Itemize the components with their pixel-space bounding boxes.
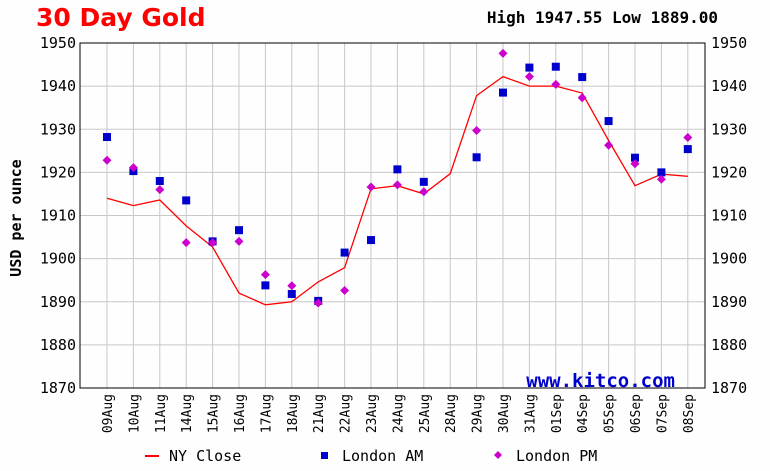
x-tick-label: 11Aug (154, 394, 169, 433)
series-layer (102, 48, 693, 308)
london-am-point (683, 145, 692, 154)
london-pm-point (419, 187, 429, 197)
london-pm-point (683, 132, 693, 142)
london-pm-point (260, 270, 270, 280)
london-am-point (261, 281, 270, 290)
x-tick-label: 07Sep (655, 394, 670, 433)
high-low-readout: High 1947.55 Low 1889.00 (486, 8, 718, 27)
legend: NY Close London AM London PM (145, 447, 597, 465)
x-tick-label: 16Aug (233, 394, 248, 433)
london-pm-point (313, 298, 323, 308)
london-am-point (631, 153, 639, 162)
london-pm-point (208, 238, 218, 248)
x-axis: 09Aug 10Aug 11Aug 14Aug 15Aug 16Aug 17Aug 18Aug… (101, 394, 697, 433)
london-am-point (367, 236, 375, 245)
legend-label: London PM (516, 447, 597, 465)
london-am-point (578, 73, 587, 82)
x-tick-label: 01Sep (550, 394, 565, 433)
y-tick-label: 1940 (711, 77, 747, 95)
london-pm-point (234, 236, 244, 246)
y-tick-label: 1870 (40, 379, 76, 397)
x-tick-label: 15Aug (207, 394, 222, 433)
y-tick-label: 1930 (711, 120, 747, 138)
london-am-point (472, 153, 481, 162)
x-tick-label: 08Sep (682, 394, 697, 433)
x-tick-label: 23Aug (365, 394, 380, 433)
y-tick-label: 1880 (40, 336, 76, 354)
grid (80, 42, 705, 389)
london-am-point (235, 226, 243, 235)
y-tick-label: 1870 (711, 379, 747, 397)
y-tick-label: 1900 (711, 250, 747, 268)
y-tick-label: 1920 (40, 163, 76, 181)
london-pm-point (366, 182, 376, 192)
y-tick-label: 1910 (711, 207, 747, 225)
london-pm-point (604, 140, 614, 150)
x-tick-label: 24Aug (391, 394, 406, 433)
london-pm-point (392, 180, 402, 190)
london-am-point (155, 177, 164, 185)
y-tick-label: 1890 (40, 293, 76, 311)
london-pm-point (102, 155, 112, 165)
london-pm-point (524, 72, 534, 82)
x-tick-label: 09Aug (101, 394, 116, 433)
y-tick-label: 1900 (40, 250, 76, 268)
plot-frame (79, 42, 706, 389)
london-am-point (287, 289, 296, 298)
x-tick-label: 05Sep (603, 394, 618, 433)
x-tick-label: 04Sep (576, 394, 591, 433)
x-tick-label: 29Aug (471, 394, 486, 433)
y-tick-label: 1920 (711, 163, 747, 181)
london-pm-point (577, 93, 587, 103)
london-am-point (657, 168, 666, 177)
london-am-point (393, 165, 402, 174)
london-pm-point (155, 185, 165, 195)
legend-london-pm-swatch (494, 451, 502, 459)
x-tick-label: 06Sep (629, 394, 644, 433)
london-am-point (103, 133, 111, 142)
london-pm-point (340, 286, 350, 296)
y-tick-label: 1890 (711, 293, 747, 311)
y-tick-label: 1950 (40, 34, 76, 52)
kitco-watermark: www.kitco.com (526, 370, 675, 392)
x-tick-label: 22Aug (339, 394, 354, 433)
london-am-point (340, 248, 349, 257)
y-tick-label: 1880 (711, 336, 747, 354)
london-am-point (182, 196, 191, 205)
y-axis-label: USD per ounce (7, 159, 25, 276)
london-pm-point (181, 238, 191, 248)
london-am-point (499, 88, 507, 97)
legend-label: London AM (342, 447, 423, 465)
london-am-point (604, 117, 613, 126)
london-pm-point (472, 126, 482, 136)
y-axis-left: 1870 1880 1890 1900 1910 1920 1930 1940 1950 (40, 34, 76, 397)
x-tick-label: 10Aug (127, 394, 142, 433)
london-pm-point (551, 79, 561, 89)
y-axis-right: 1870 1880 1890 1900 1910 1920 1930 1940 1950 (711, 34, 747, 397)
y-tick-label: 1950 (711, 34, 747, 52)
legend-london-am-swatch (321, 452, 328, 459)
y-tick-label: 1930 (40, 120, 76, 138)
london-am-point (419, 177, 428, 186)
x-tick-label: 31Aug (523, 394, 538, 433)
y-tick-label: 1940 (40, 77, 76, 95)
x-tick-label: 25Aug (418, 394, 433, 433)
london-pm-point (498, 48, 508, 58)
x-tick-label: 18Aug (286, 394, 301, 433)
london-pm-point (128, 163, 138, 173)
london-am-point (551, 62, 560, 71)
x-tick-label: 14Aug (180, 394, 195, 433)
x-tick-label: 28Aug (444, 394, 459, 433)
x-tick-label: 30Aug (497, 394, 512, 433)
legend-label: NY Close (169, 447, 241, 465)
chart-title: 30 Day Gold (36, 3, 206, 32)
y-tick-label: 1910 (40, 207, 76, 225)
x-tick-label: 17Aug (259, 394, 274, 433)
london-pm-point (287, 281, 297, 291)
london-pm-point (630, 159, 640, 169)
x-tick-label: 21Aug (312, 394, 327, 433)
london-pm-point (656, 174, 666, 184)
london-am-point (525, 63, 534, 72)
